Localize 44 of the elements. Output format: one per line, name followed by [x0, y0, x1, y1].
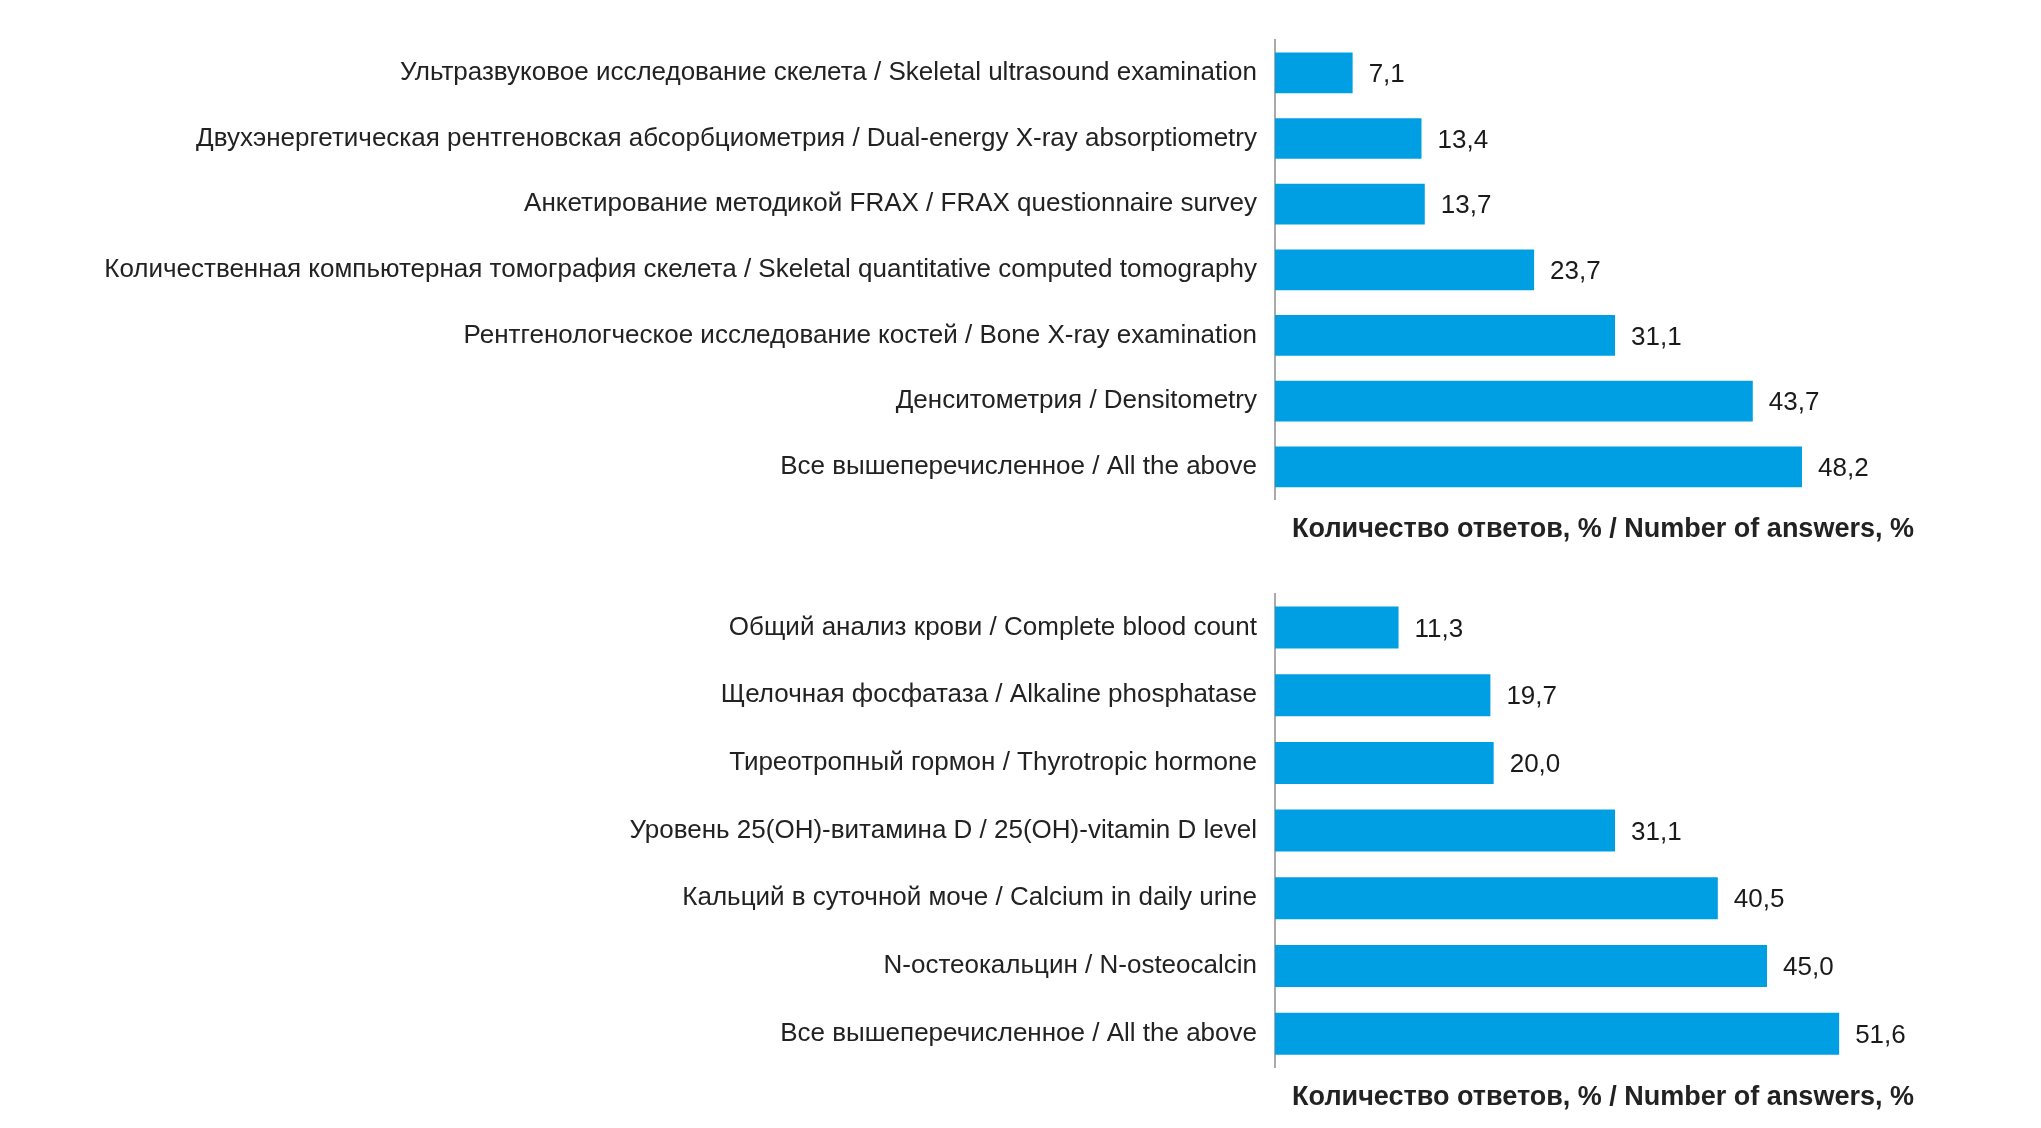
data-label: 45,0	[1783, 951, 1834, 982]
bar	[1275, 315, 1616, 356]
bar	[1275, 249, 1535, 291]
bar	[1275, 183, 1425, 225]
data-label: 19,7	[1506, 680, 1557, 711]
y-tick-label: Уровень 25(OH)-витамина D / 25(OH)-vitamin D level	[629, 813, 1257, 844]
data-label: 11,3	[1414, 612, 1464, 643]
y-tick-label: Общий анализ крови / Complete blood count	[728, 610, 1258, 641]
data-label: 31,1	[1631, 320, 1682, 351]
data-label: 7,1	[1368, 58, 1405, 88]
data-label: 40,5	[1733, 883, 1785, 914]
bar	[1275, 606, 1399, 649]
bar	[1275, 945, 1767, 988]
bar	[1275, 52, 1353, 94]
y-tick-label: Денситометрия / Densitometry	[895, 384, 1257, 415]
data-label: 51,6	[1855, 1018, 1906, 1049]
y-tick-label: Анкетирование методикой FRAX / FRAX questionnaire survey	[524, 187, 1257, 218]
bar	[1275, 674, 1491, 717]
y-tick-label: Ультразвуковое исследование скелета / Skeletal ultrasound examination	[399, 56, 1257, 86]
y-tick-label: Рентгенологческое исследование костей / Bone X-ray examination	[463, 318, 1257, 349]
data-label: 31,1	[1631, 815, 1682, 846]
data-label: 43,7	[1768, 386, 1820, 417]
x-axis-title: Количество ответов, % / Number of answers, %	[1292, 1081, 1914, 1112]
x-axis-title: Количество ответов, % / Number of answers, %	[1292, 513, 1914, 544]
data-label: 20,0	[1509, 748, 1561, 779]
y-tick-label: Все вышеперечисленное / All the above	[780, 449, 1257, 480]
y-tick-label: Все вышеперечисленное / All the above	[780, 1016, 1257, 1047]
data-label: 13,7	[1440, 189, 1492, 220]
bar	[1275, 877, 1718, 920]
y-tick-label: N-остеокальцин / N-osteocalcin	[883, 949, 1257, 980]
data-label: 13,4	[1437, 123, 1489, 154]
data-label: 23,7	[1550, 254, 1601, 285]
y-tick-label: Щелочная фосфатаза / Alkaline phosphatase	[720, 678, 1257, 709]
bar	[1275, 380, 1753, 422]
bar	[1275, 809, 1616, 852]
y-tick-label: Количественная компьютерная томография скелета / Skeletal quantitative computed tomography	[104, 252, 1257, 283]
bar	[1275, 118, 1422, 159]
y-tick-label: Тиреотропный гормон / Thyrotropic hormone	[729, 746, 1257, 777]
bar	[1275, 446, 1802, 488]
bar	[1275, 1012, 1840, 1055]
data-label: 48,2	[1817, 451, 1869, 482]
y-tick-label: Кальций в суточной моче / Calcium in daily urine	[682, 881, 1257, 912]
bar	[1275, 741, 1494, 784]
y-tick-label: Двухэнергетическая рентгеновская абсорбциометрия / Dual-energy X-ray absorptiometry	[196, 121, 1257, 152]
